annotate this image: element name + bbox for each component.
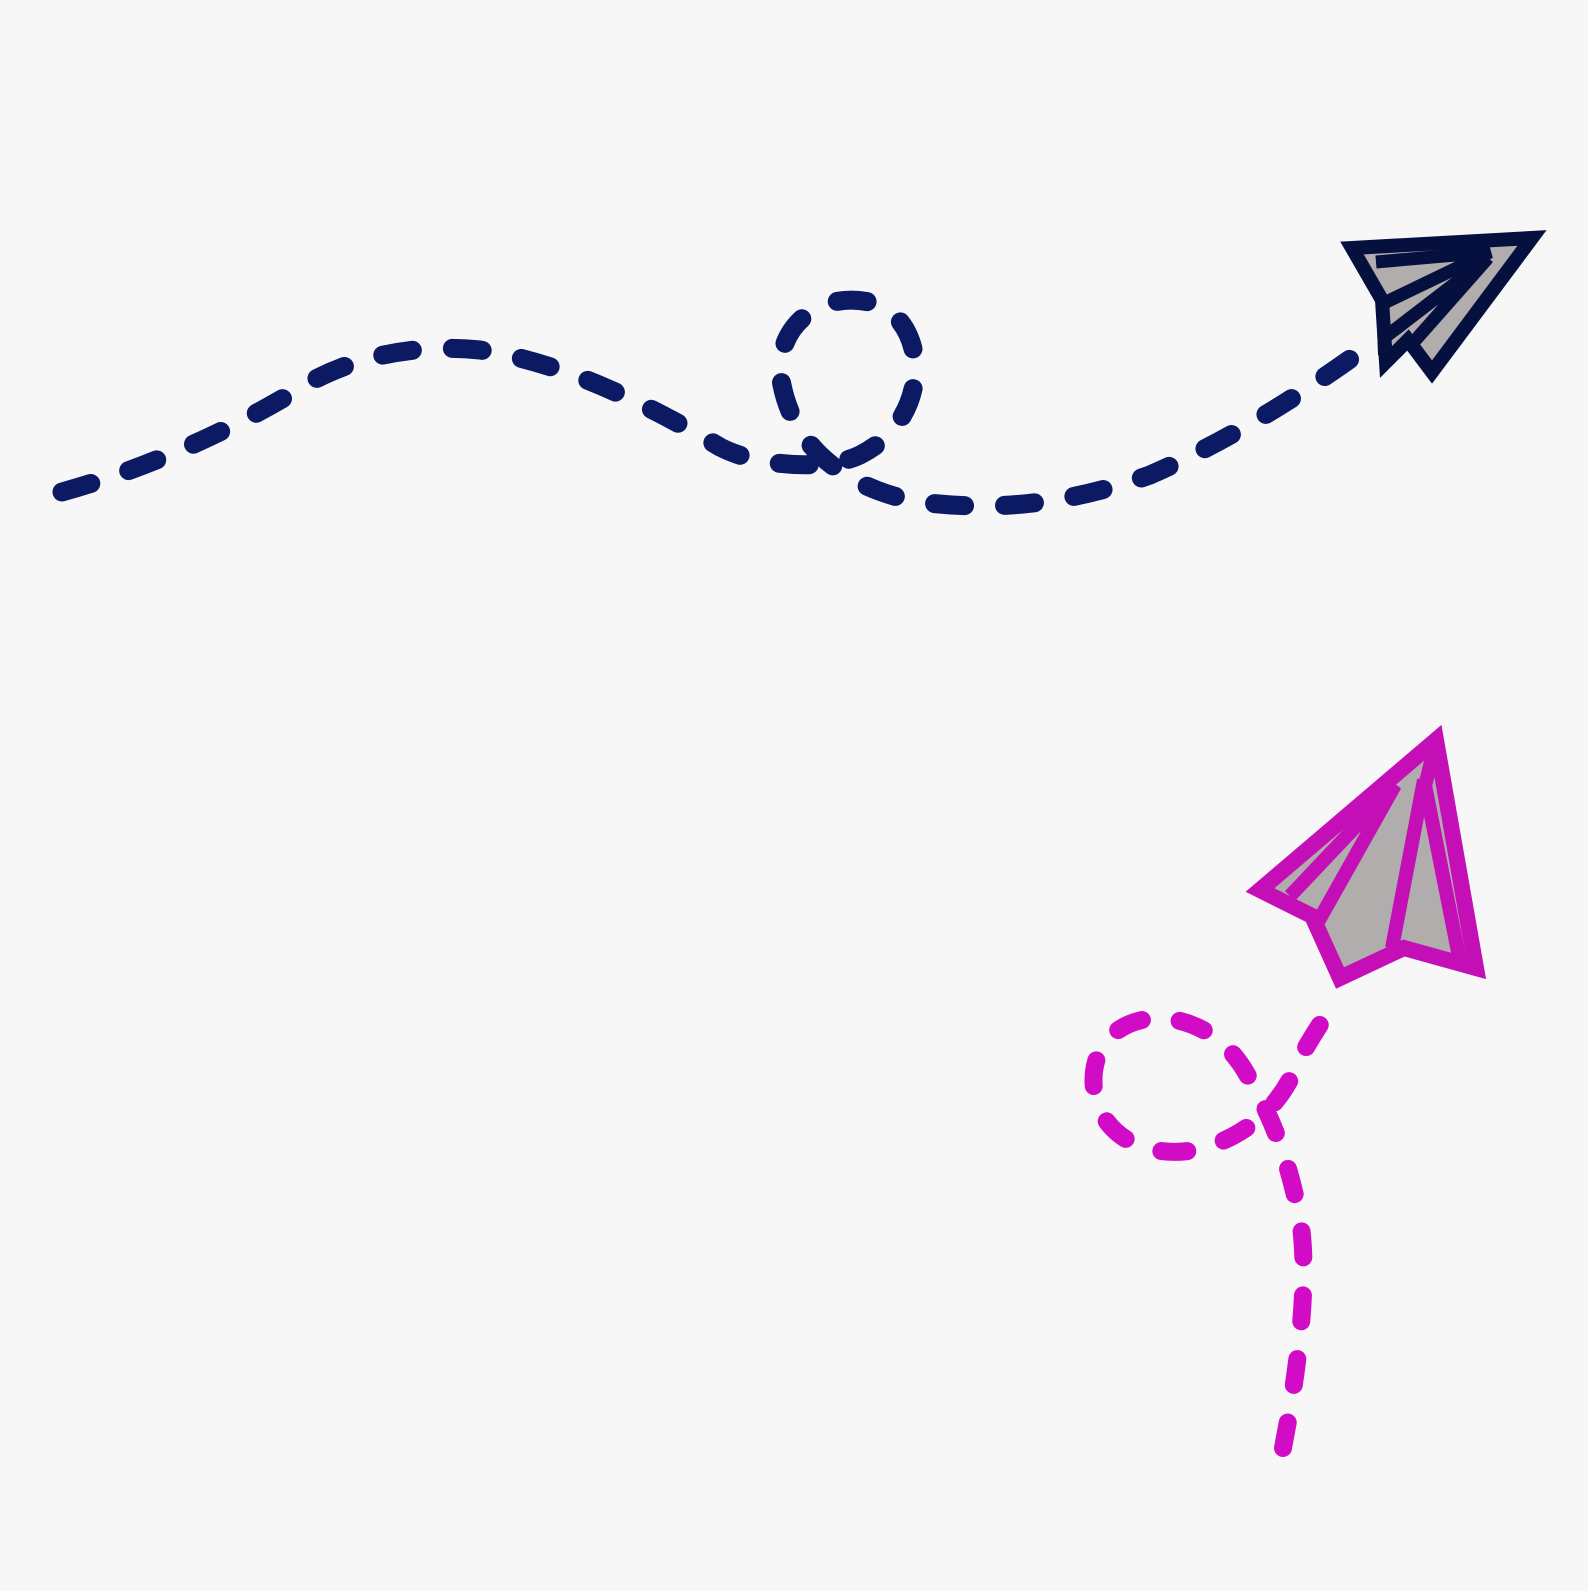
navy-paper-plane-icon (1340, 230, 1547, 384)
magenta-paper-plane-icon (1245, 724, 1487, 989)
magenta-dashed-trail (1084, 993, 1343, 1457)
navy-dashed-trail (52, 290, 1370, 516)
